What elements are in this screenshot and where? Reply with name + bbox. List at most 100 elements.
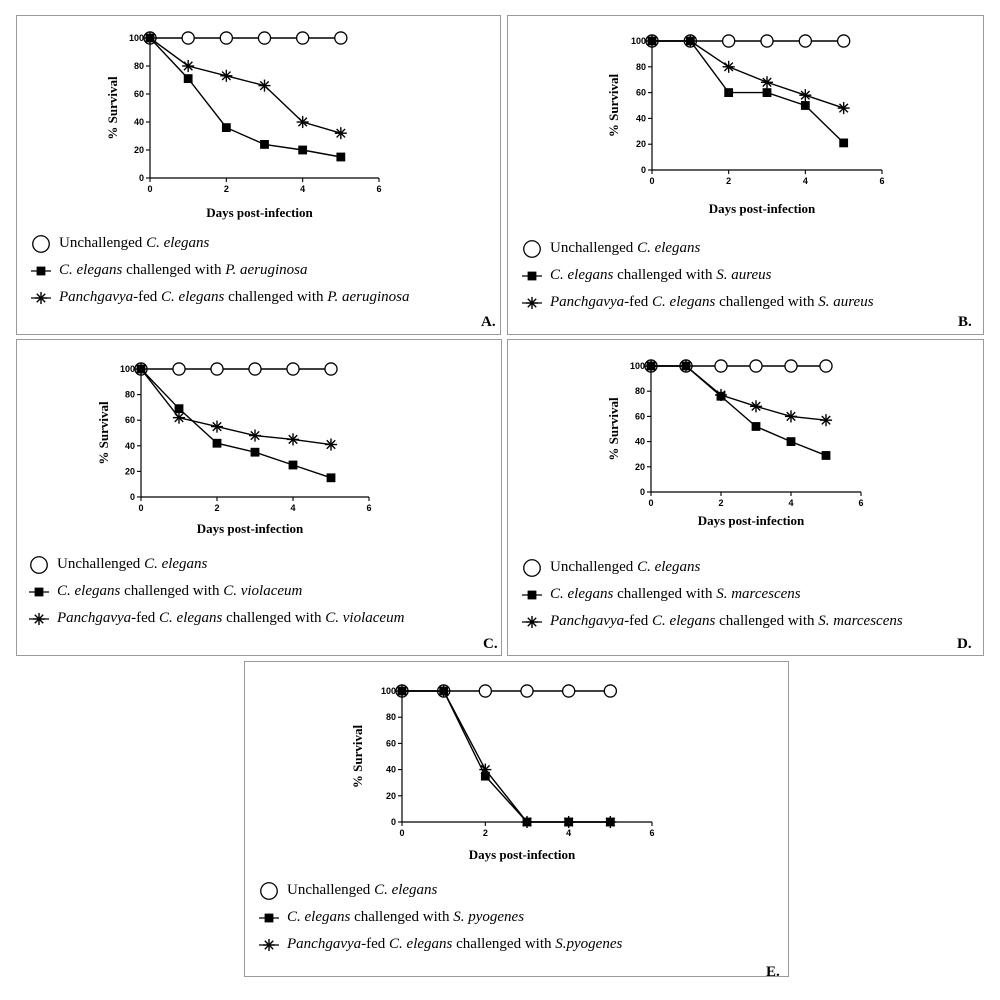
filled-square-marker — [786, 437, 796, 446]
chart-plot: 0 20 40 60 80 100 0 2 4 6 Days post-infection % Sur… — [606, 34, 885, 216]
asterisk-marker — [799, 89, 812, 102]
x-axis-title: Days post-infection — [698, 513, 805, 528]
legend-label: C. elegans challenged with P. aeruginosa — [59, 262, 308, 278]
series-line — [652, 40, 845, 144]
legend-label: Unchallenged C. elegans — [550, 559, 701, 575]
series-asterisk — [134, 362, 338, 451]
asterisk-marker — [479, 763, 492, 776]
legend-label: C. elegans challenged with S. marcescens — [550, 586, 801, 602]
legend-symbol — [523, 559, 541, 577]
y-tick-label: 0 — [391, 817, 396, 827]
axes — [140, 367, 369, 498]
y-tick-label: 100 — [120, 364, 135, 374]
legend-symbol — [260, 882, 278, 900]
y-tick-label: 80 — [134, 61, 144, 71]
series-line — [149, 37, 341, 158]
legend-symbol — [29, 587, 49, 597]
y-tick-label: 100 — [630, 361, 645, 371]
panel-label: E. — [766, 964, 780, 980]
asterisk-marker — [262, 938, 276, 952]
y-tick-label: 60 — [386, 738, 396, 748]
asterisk-marker — [182, 59, 195, 73]
panel-e: 0 20 40 60 80 100 0 2 4 6 Days post-infection % Sur… — [244, 661, 789, 980]
legend-symbol — [259, 913, 279, 923]
panel-d: 0 20 40 60 80 100 0 2 4 6 Days post-infection % Sur… — [507, 339, 984, 656]
legend-label: Unchallenged C. elegans — [550, 240, 701, 256]
legend-label: C. elegans challenged with S. aureus — [550, 267, 772, 283]
asterisk-marker — [437, 684, 450, 698]
y-tick-label: 40 — [635, 437, 645, 447]
asterisk-marker — [172, 411, 186, 424]
filled-square-marker — [527, 590, 537, 600]
y-tick-label: 0 — [139, 173, 144, 183]
series-circle-open — [134, 362, 338, 376]
x-tick-label: 0 — [138, 503, 143, 513]
asterisk-marker — [143, 31, 157, 45]
series-asterisk — [645, 34, 850, 115]
asterisk-marker — [684, 34, 697, 48]
asterisk-marker — [324, 438, 338, 451]
filled-square-marker — [839, 138, 849, 148]
open-circle-marker — [295, 31, 310, 45]
x-tick-label: 2 — [224, 184, 229, 194]
series-line — [651, 365, 827, 457]
filled-square-marker — [183, 74, 193, 83]
y-axis-title: % Survival — [96, 401, 111, 465]
open-circle-marker — [561, 684, 576, 698]
y-tick-label: 80 — [386, 712, 396, 722]
y-tick-label: 60 — [125, 415, 135, 425]
filled-square-marker — [298, 145, 308, 155]
x-tick-label: 2 — [718, 498, 723, 508]
y-tick-label: 60 — [635, 411, 645, 421]
legend-symbol — [31, 266, 51, 276]
open-circle-marker — [286, 362, 300, 376]
open-circle-marker — [181, 31, 195, 45]
legend-symbol — [522, 590, 542, 600]
y-tick-label: 20 — [134, 145, 144, 155]
open-circle-marker — [30, 556, 48, 574]
filled-square-marker — [724, 88, 734, 97]
asterisk-marker — [784, 410, 798, 423]
open-circle-marker — [172, 362, 186, 376]
asterisk-marker — [837, 102, 850, 115]
asterisk-marker — [520, 815, 534, 829]
filled-square-marker — [288, 460, 298, 470]
x-tick-label: 4 — [566, 828, 571, 838]
filled-square-marker — [326, 473, 336, 483]
filled-square-marker — [527, 271, 537, 281]
open-circle-marker — [798, 34, 813, 48]
panel-label: D. — [957, 636, 972, 652]
open-circle-marker — [523, 559, 541, 577]
asterisk-marker — [32, 612, 46, 626]
x-tick-label: 6 — [858, 498, 863, 508]
series-line — [402, 690, 611, 823]
open-circle-marker — [836, 34, 851, 48]
x-axis-title: Days post-infection — [206, 205, 313, 220]
asterisk-marker — [210, 420, 224, 433]
x-tick-label: 0 — [399, 828, 404, 838]
legend-label: Panchgavya-fed C. elegans challenged wit… — [57, 610, 405, 626]
asterisk-marker — [714, 388, 728, 402]
legend-label: Panchgavya-fed C. elegans challenged wit… — [550, 613, 903, 629]
panel-label: A. — [481, 314, 496, 330]
open-circle-marker — [248, 362, 262, 376]
filled-square-marker — [751, 422, 761, 431]
x-tick-label: 6 — [376, 184, 381, 194]
filled-square-marker — [36, 266, 46, 276]
series-square-filled — [145, 33, 346, 162]
y-tick-label: 40 — [636, 113, 646, 123]
legend-symbol — [31, 291, 51, 305]
series-line — [140, 368, 332, 479]
y-axis-title: % Survival — [105, 76, 120, 140]
open-circle-marker — [760, 34, 774, 48]
y-tick-label: 20 — [386, 791, 396, 801]
y-tick-label: 80 — [635, 386, 645, 396]
asterisk-marker — [258, 79, 271, 92]
y-tick-label: 100 — [381, 686, 396, 696]
asterisk-marker — [819, 414, 833, 427]
chart-plot: 0 20 40 60 80 100 0 2 4 6 Days post-infection % Sur… — [350, 684, 655, 862]
open-circle-marker — [32, 235, 50, 253]
asterisk-marker — [525, 615, 539, 629]
chart-plot: 0 20 40 60 80 100 0 2 4 6 Days post-infection % Sur… — [105, 31, 382, 220]
x-axis-title: Days post-infection — [197, 521, 304, 536]
